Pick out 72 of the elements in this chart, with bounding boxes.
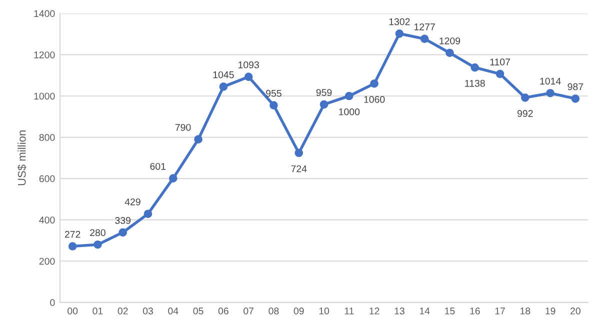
- point: [294, 148, 304, 158]
- data-label: 601: [150, 162, 166, 170]
- data-label: 1060: [364, 96, 385, 103]
- point: [470, 63, 480, 72]
- x-tick-label: 16: [470, 308, 480, 314]
- point: [571, 94, 580, 103]
- data-label: 987: [568, 83, 584, 90]
- x-tick-label: 14: [420, 308, 430, 314]
- x-tick-label: 11: [344, 308, 354, 314]
- point: [520, 93, 530, 102]
- x-tick-label: 10: [319, 308, 330, 314]
- x-tick-label: 07: [244, 308, 254, 314]
- data-label: 1045: [213, 71, 234, 78]
- x-tick-label: 08: [268, 308, 279, 314]
- y-tick-label: 1000: [34, 92, 55, 100]
- x-tick-label: 15: [445, 308, 455, 314]
- point: [68, 242, 77, 250]
- y-tick-label: 800: [39, 134, 55, 141]
- x-tick-label: 19: [546, 308, 556, 314]
- x-tick-label: 20: [570, 308, 580, 314]
- y-tick-label: 600: [39, 175, 55, 182]
- x-tick-label: 00: [68, 308, 78, 314]
- y-axis-title: US$ million: [17, 130, 26, 186]
- data-label: 280: [90, 229, 106, 236]
- data-label: 959: [316, 89, 332, 96]
- x-tick-label: 06: [218, 308, 228, 314]
- x-tick-label: 13: [394, 308, 404, 314]
- y-tick-label: 200: [39, 258, 55, 265]
- x-tick-label: 05: [193, 308, 204, 314]
- data-label: 1093: [238, 61, 259, 68]
- y-tick-label: 1200: [34, 51, 55, 58]
- y-tick-label: 400: [39, 216, 55, 224]
- data-label: 724: [291, 165, 307, 172]
- data-label: 1138: [465, 80, 485, 87]
- point: [270, 101, 278, 110]
- y-tick-label: 0: [50, 299, 55, 306]
- x-tick-label: 17: [495, 308, 505, 314]
- data-label: 1277: [414, 23, 435, 30]
- data-label: 1302: [389, 18, 410, 26]
- data-label: 1014: [540, 78, 561, 85]
- x-tick-label: 03: [142, 308, 153, 314]
- x-tick-label: 01: [92, 308, 103, 314]
- point: [219, 82, 228, 91]
- data-label: 790: [175, 124, 191, 131]
- point: [320, 100, 328, 109]
- point: [446, 48, 454, 58]
- point: [194, 135, 202, 144]
- point: [168, 174, 178, 183]
- point: [94, 240, 102, 249]
- data-label: 1107: [490, 58, 510, 66]
- point: [546, 88, 554, 98]
- data-label: 955: [266, 90, 282, 97]
- x-tick-label: 02: [118, 308, 128, 314]
- data-label: 429: [124, 198, 140, 206]
- point: [344, 92, 354, 100]
- data-label: 992: [517, 110, 533, 117]
- x-tick-label: 09: [294, 308, 304, 314]
- point: [370, 79, 378, 88]
- data-label: 339: [115, 217, 131, 224]
- x-tick-label: 12: [370, 308, 380, 314]
- x-tick-label: 04: [168, 308, 178, 314]
- y-tick-label: 1400: [34, 10, 55, 18]
- point: [496, 70, 504, 78]
- data-label: 272: [64, 230, 80, 238]
- point: [144, 210, 152, 218]
- point: [420, 34, 429, 43]
- x-tick-label: 18: [520, 308, 530, 314]
- point: [395, 30, 404, 38]
- data-label: 1209: [440, 37, 460, 44]
- point: [244, 72, 253, 81]
- point: [118, 228, 128, 237]
- data-label: 1000: [339, 108, 360, 116]
